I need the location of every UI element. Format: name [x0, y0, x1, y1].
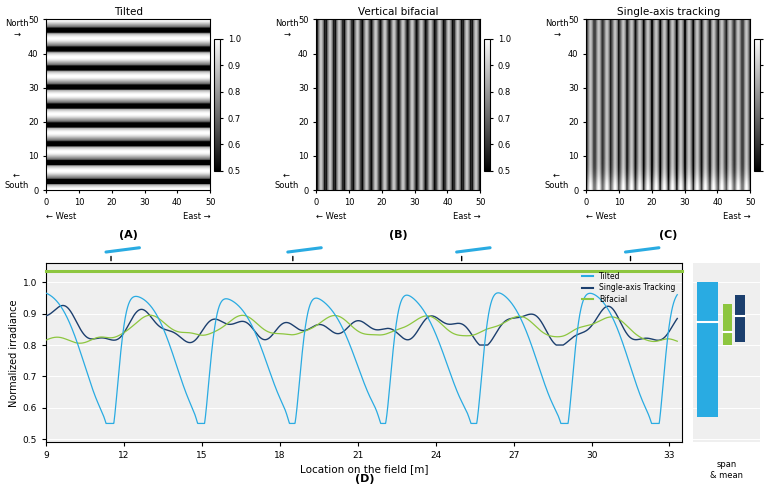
Text: East →: East →	[723, 212, 750, 221]
Text: ← West: ← West	[46, 212, 76, 221]
Text: (A): (A)	[119, 230, 137, 240]
Text: (B): (B)	[389, 230, 408, 240]
Text: ← West: ← West	[316, 212, 346, 221]
Bar	[697, 282, 717, 417]
X-axis label: Location on the field [m]: Location on the field [m]	[300, 465, 429, 474]
Title: Vertical bifacial: Vertical bifacial	[358, 7, 439, 17]
Text: ← West: ← West	[586, 212, 617, 221]
Text: (C): (C)	[659, 230, 677, 240]
Text: East →: East →	[183, 212, 210, 221]
Title: Single-axis tracking: Single-axis tracking	[617, 7, 720, 17]
Text: span
& mean: span & mean	[710, 460, 743, 480]
Text: North
→: North →	[275, 19, 299, 39]
Text: ←
South: ← South	[5, 171, 28, 190]
Text: ←
South: ← South	[545, 171, 569, 190]
Y-axis label: Normalized irradiance: Normalized irradiance	[8, 299, 18, 407]
Bar	[723, 304, 733, 345]
Text: North
→: North →	[5, 19, 28, 39]
Text: East →: East →	[452, 212, 480, 221]
Text: (D): (D)	[355, 473, 374, 484]
Text: North
→: North →	[545, 19, 568, 39]
Text: ←
South: ← South	[274, 171, 299, 190]
Legend: Tilted, Single-axis Tracking, Bifacial: Tilted, Single-axis Tracking, Bifacial	[578, 269, 679, 307]
Title: Tilted: Tilted	[114, 7, 143, 17]
Bar	[736, 295, 745, 342]
